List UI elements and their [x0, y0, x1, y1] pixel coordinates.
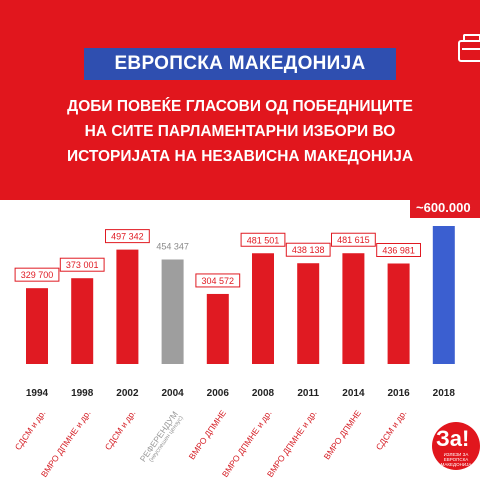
value-label-box	[195, 273, 241, 288]
value-label-box	[105, 229, 150, 244]
bar-2011	[297, 263, 320, 364]
highlight-label-box	[410, 200, 480, 218]
year-tick-label: 1998	[71, 388, 94, 399]
year-tick-label: 2014	[342, 388, 365, 399]
value-label: 497 342	[111, 232, 144, 242]
value-label: 436 981	[382, 245, 415, 255]
value-label: 304 572	[202, 276, 235, 286]
bar-2002	[116, 249, 139, 364]
headline-box: ЕВРОПСКА МАКЕДОНИЈА	[84, 48, 396, 80]
bar-2006	[206, 293, 229, 364]
year-tick-label: 2002	[116, 388, 139, 399]
value-label: 438 138	[292, 245, 325, 255]
ballot-card-icon	[458, 34, 480, 62]
value-label-box	[331, 232, 376, 247]
logo-mark: За!	[436, 426, 470, 451]
value-label: 373 001	[66, 260, 99, 270]
logo-caption: ИЗЛЕЗИ ЗА ЕВРОПСКА МАКЕДОНИЈА	[440, 452, 472, 467]
subtitle-line-3: ИСТОРИЈАТА НА НЕЗАВИСНА МАКЕДОНИЈА	[66, 148, 414, 165]
value-label: 329 700	[21, 270, 54, 280]
value-label-box	[376, 242, 422, 257]
headline: ЕВРОПСКА МАКЕДОНИЈА	[114, 53, 366, 74]
value-label-box	[240, 232, 286, 247]
bar-1998	[71, 278, 94, 364]
header-banner: ЕВРОПСКА МАКЕДОНИЈА ДОБИ ПОВЕЌЕ ГЛАСОВИ …	[0, 0, 480, 200]
bar-2014	[342, 253, 365, 364]
value-label: 454 347	[156, 242, 189, 252]
bar-2008	[252, 253, 274, 364]
bar-2004	[161, 259, 184, 364]
bar-2016	[387, 263, 410, 364]
chart-canvas: 329 700 1994 373 001 1998 497 342 2002 454 347…	[14, 200, 480, 399]
value-label: 481 615	[337, 235, 370, 245]
subtitle-line-2: НА СИТЕ ПАРЛАМЕНТАРНИ ИЗБОРИ ВО	[84, 123, 396, 140]
year-tick-label: 2004	[161, 388, 184, 399]
bar-1994	[26, 288, 48, 364]
subtitle: ДОБИ ПОВЕЌЕ ГЛАСОВИ ОД ПОБЕДНИЦИТЕ НА СИ…	[20, 94, 460, 169]
bar-2018	[432, 226, 455, 364]
votes-bar-chart: 329 700 1994 373 001 1998 497 342 2002 454 347…	[0, 200, 480, 480]
year-tick-label: 2008	[252, 388, 275, 399]
year-tick-label: 2011	[297, 388, 319, 399]
year-tick-label: 2018	[433, 388, 456, 399]
year-tick-label: 2006	[207, 388, 230, 399]
value-label-box	[285, 242, 331, 257]
value-label-box	[14, 267, 60, 282]
year-tick-label: 2016	[387, 388, 410, 399]
value-label-box	[59, 257, 105, 272]
year-tick-label: 1994	[26, 388, 49, 399]
campaign-logo: За! ИЗЛЕЗИ ЗА ЕВРОПСКА МАКЕДОНИЈА	[432, 422, 480, 470]
highlight-value-label: ~600.000	[416, 200, 471, 215]
value-label: 481 501	[247, 235, 280, 245]
subtitle-line-1: ДОБИ ПОВЕЌЕ ГЛАСОВИ ОД ПОБЕДНИЦИТЕ	[67, 98, 413, 115]
